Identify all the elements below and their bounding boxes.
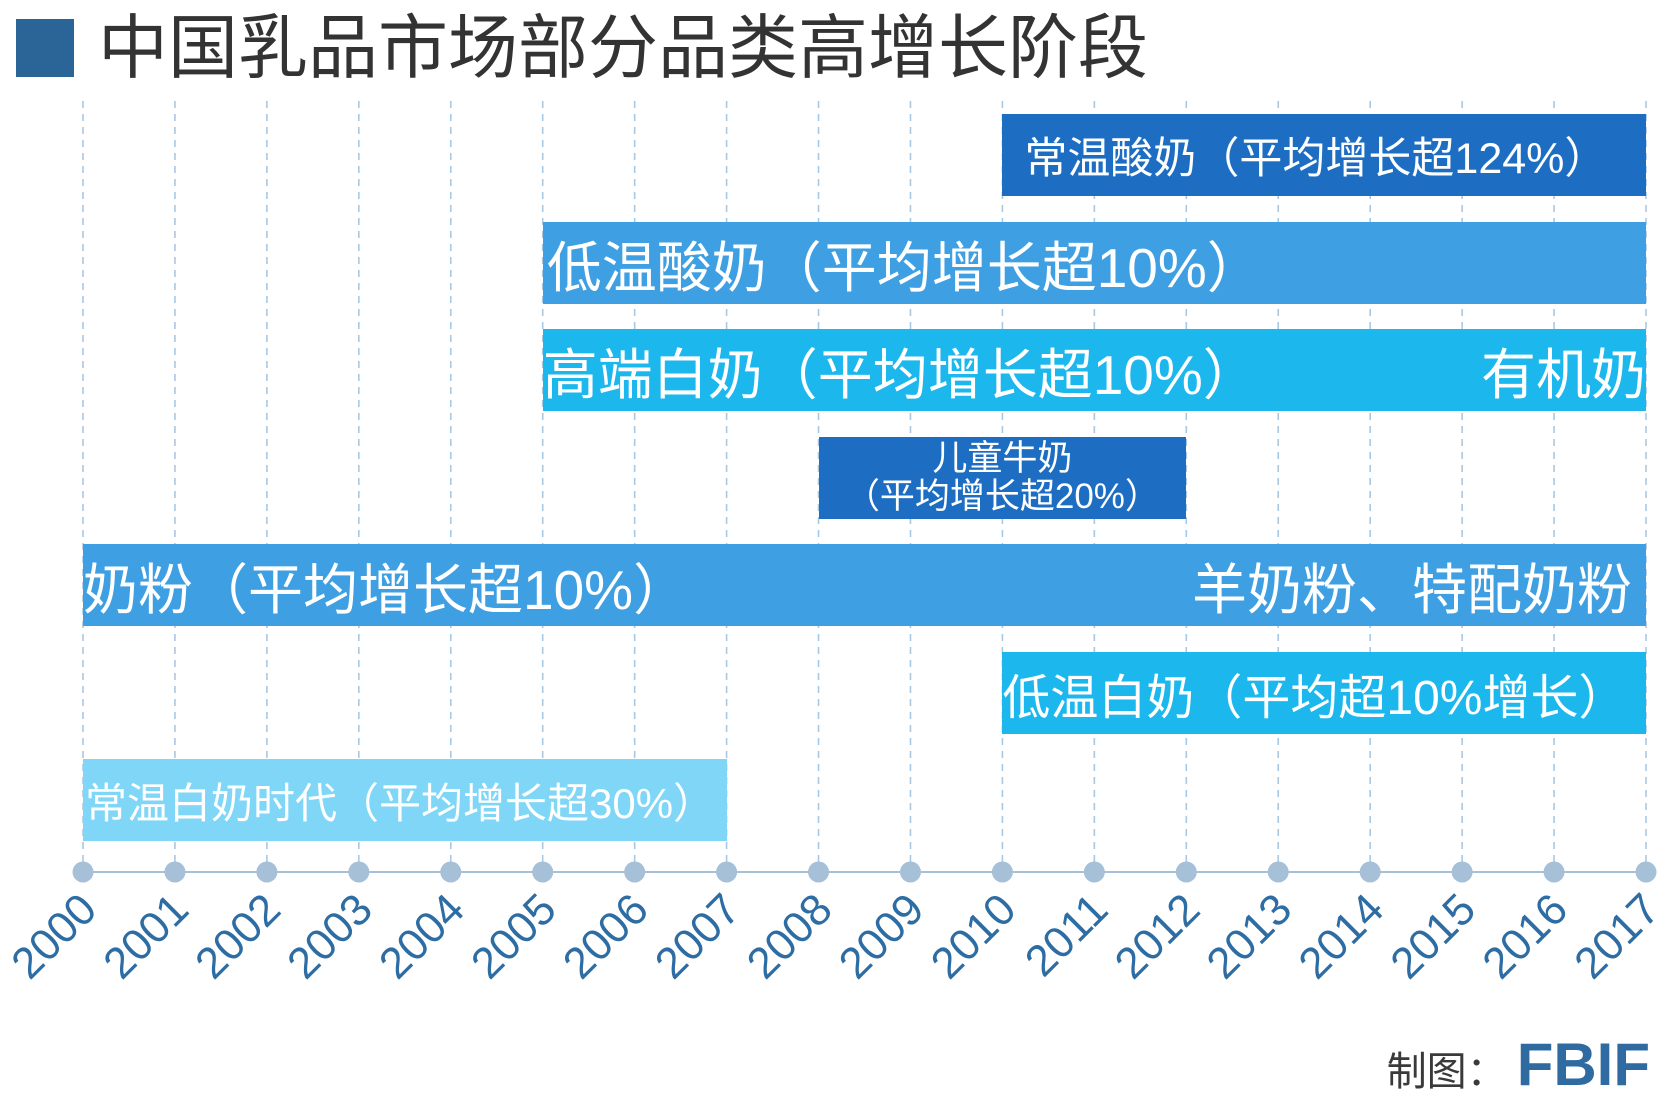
axis-dot-2011 — [1083, 861, 1105, 883]
tick-label-2004: 2004 — [370, 884, 474, 988]
tick-label-2011: 2011 — [1016, 884, 1118, 986]
axis-dot-2005 — [532, 861, 554, 883]
bar-ambient-white-milk-era: 常温白奶时代（平均增长超30%） — [83, 759, 727, 841]
chart-header: 中国乳品市场部分品类高增长阶段 — [16, 12, 1148, 84]
chart-title: 中国乳品市场部分品类高增长阶段 — [98, 9, 1148, 87]
tick-label-2008: 2008 — [738, 884, 842, 988]
tick-label-2007: 2007 — [646, 884, 750, 988]
bar-label-chilled-yogurt: 低温酸奶（平均增长超10%） — [546, 236, 1262, 299]
bar-milk-powder: 奶粉（平均增长超10%） 羊奶粉、特配奶粉 — [83, 544, 1646, 626]
axis-dot-2006 — [624, 861, 646, 883]
tick-label-2014: 2014 — [1289, 884, 1393, 988]
axis-dot-2010 — [991, 861, 1013, 883]
bar-chilled-yogurt: 低温酸奶（平均增长超10%） — [542, 221, 1646, 304]
title-marker — [16, 19, 74, 77]
axis-dot-2009 — [899, 861, 921, 883]
bar-right-label-organic-milk: 有机奶 — [1480, 344, 1646, 406]
axis-dot-2000 — [72, 861, 94, 883]
axis-dot-2013 — [1267, 861, 1289, 883]
axis-dot-2017 — [1635, 861, 1657, 883]
tick-label-2005: 2005 — [462, 884, 566, 988]
gridlines — [82, 101, 1647, 872]
tick-label-2016: 2016 — [1473, 884, 1577, 988]
tick-label-2009: 2009 — [830, 884, 934, 988]
bar-label-milk-powder: 奶粉（平均增长超10%） — [83, 559, 689, 621]
tick-label-2003: 2003 — [278, 884, 382, 988]
bar-chilled-white-milk: 低温白奶（平均超10%增长） — [1002, 651, 1646, 734]
credit-label: 制图： — [1386, 1050, 1507, 1094]
bar-label-ambient-yogurt: 常温酸奶（平均增长超124%） — [1024, 135, 1608, 183]
bar-label-kids-milk: 儿童牛奶 — [932, 438, 1073, 478]
credit: 制图： FBIF — [1386, 1030, 1650, 1098]
bar-label-chilled-white-milk: 低温白奶（平均超10%增长） — [1002, 671, 1627, 725]
bar-premium-white-milk: 高端白奶（平均增长超10%） 有机奶 — [542, 329, 1646, 411]
tick-label-2012: 2012 — [1105, 884, 1209, 988]
tick-label-2013: 2013 — [1197, 884, 1301, 988]
bar-sublabel-kids-milk: （平均增长超20%） — [844, 476, 1160, 516]
axis-dot-2008 — [808, 861, 830, 883]
axis-dot-2004 — [440, 861, 462, 883]
tick-label-2000: 2000 — [2, 884, 106, 988]
bar-label-premium-white-milk: 高端白奶（平均增长超10%） — [542, 344, 1258, 406]
bar-ambient-yogurt: 常温酸奶（平均增长超124%） — [1002, 114, 1646, 196]
tick-label-2006: 2006 — [554, 884, 658, 988]
axis-dot-2007 — [716, 861, 738, 883]
bar-right-label-goat-special-powder: 羊奶粉、特配奶粉 — [1191, 559, 1632, 621]
axis-dot-2012 — [1175, 861, 1197, 883]
axis-dot-2014 — [1359, 861, 1381, 883]
axis-dot-2001 — [164, 861, 186, 883]
credit-brand-logo: FBIF — [1516, 1031, 1650, 1098]
bar-label-ambient-white-milk-era: 常温白奶时代（平均增长超30%） — [85, 779, 716, 827]
tick-label-2002: 2002 — [186, 884, 290, 988]
tick-label-2001: 2001 — [94, 884, 198, 988]
axis-dots — [72, 861, 1657, 883]
tick-label-2010: 2010 — [922, 884, 1026, 988]
tick-labels: 2000200120022003200420052006200720082009… — [2, 884, 1667, 988]
axis-dot-2016 — [1543, 861, 1565, 883]
tick-label-2017: 2017 — [1565, 884, 1667, 988]
axis-dot-2002 — [256, 861, 278, 883]
axis-dot-2003 — [348, 861, 370, 883]
axis-dot-2015 — [1451, 861, 1473, 883]
bar-kids-milk: 儿童牛奶 （平均增长超20%） — [818, 436, 1187, 519]
tick-label-2015: 2015 — [1381, 884, 1485, 988]
